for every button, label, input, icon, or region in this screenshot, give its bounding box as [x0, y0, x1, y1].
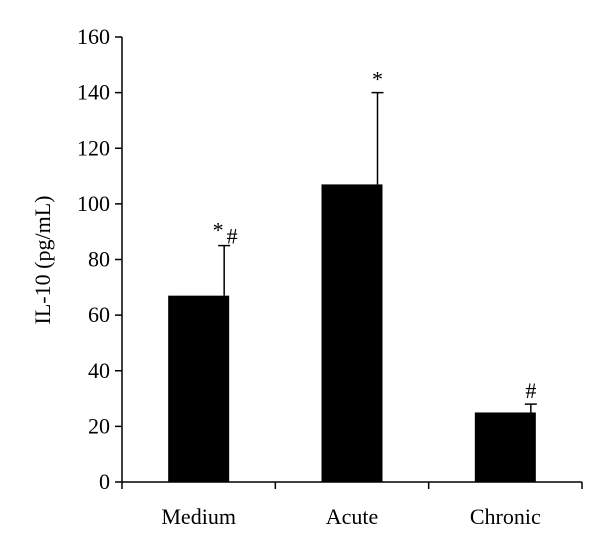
x-tick-label-acute: Acute [326, 504, 379, 529]
y-tick-label: 120 [77, 135, 110, 160]
y-tick-label: 60 [88, 302, 110, 327]
y-axis-label: IL-10 (pg/mL) [30, 196, 55, 325]
y-tick-label: 20 [88, 413, 110, 438]
y-tick-label: 40 [88, 358, 110, 383]
bar-chronic [474, 412, 536, 482]
significance-star: * [372, 67, 383, 92]
bar-medium [168, 295, 230, 482]
y-tick-label: 140 [77, 80, 110, 105]
bar-acute [321, 184, 383, 482]
significance-hash: # [525, 378, 536, 403]
significance-hash: # [227, 224, 238, 249]
y-tick-label: 160 [77, 24, 110, 49]
y-tick-label: 100 [77, 191, 110, 216]
y-tick-label: 80 [88, 247, 110, 272]
x-tick-label-medium: Medium [161, 504, 236, 529]
y-tick-label: 0 [99, 469, 110, 494]
x-tick-label-chronic: Chronic [470, 504, 541, 529]
significance-star: * [213, 218, 224, 243]
